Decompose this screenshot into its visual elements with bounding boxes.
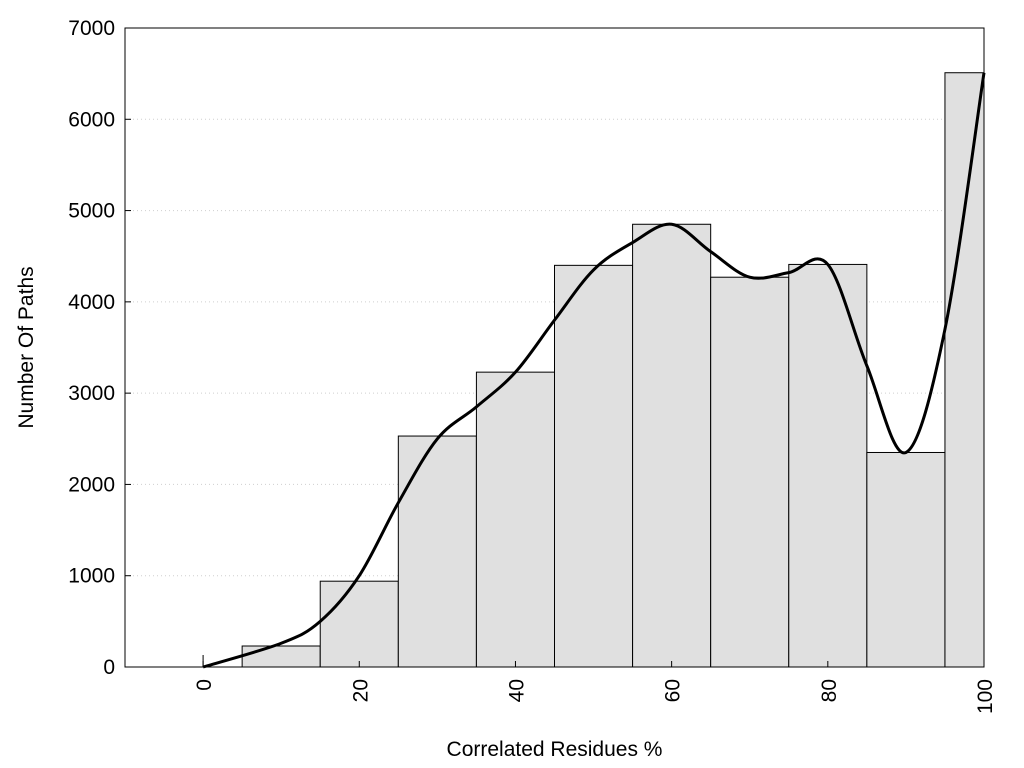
- y-axis-title: Number Of Paths: [15, 266, 38, 428]
- x-tick-label: 40: [505, 679, 528, 702]
- x-tick-label: 0: [193, 679, 216, 691]
- bars: [202, 72, 985, 668]
- y-tick-label: 7000: [68, 17, 115, 40]
- bar: [866, 451, 946, 668]
- bar: [710, 276, 790, 668]
- y-tick-label: 1000: [68, 565, 115, 588]
- x-axis-ticks: 0 20 40 60 80 100: [193, 661, 997, 714]
- bar: [319, 580, 399, 668]
- bar: [554, 264, 634, 668]
- bar: [397, 435, 477, 668]
- bar: [632, 223, 712, 668]
- plot-frame: [124, 27, 985, 668]
- bar: [475, 371, 555, 668]
- y-tick-label: 0: [103, 656, 115, 679]
- x-tick-label: 80: [818, 679, 841, 702]
- bar: [944, 72, 985, 668]
- x-tick-label: 20: [349, 679, 372, 702]
- x-tick-label: 60: [662, 679, 685, 702]
- bar: [241, 645, 321, 668]
- x-axis-title: Correlated Residues %: [447, 738, 663, 761]
- bar: [788, 263, 868, 668]
- y-axis-ticks: 0 1000 2000 3000 4000 5000 6000 7000: [68, 17, 131, 679]
- trend-line: [202, 72, 986, 669]
- y-tick-label: 2000: [68, 473, 115, 496]
- x-tick-label: 100: [974, 679, 997, 714]
- y-tick-label: 6000: [68, 108, 115, 131]
- trend-line-group: [202, 72, 986, 669]
- y-tick-label: 4000: [68, 291, 115, 314]
- y-tick-label: 5000: [68, 200, 115, 223]
- y-tick-label: 3000: [68, 382, 115, 405]
